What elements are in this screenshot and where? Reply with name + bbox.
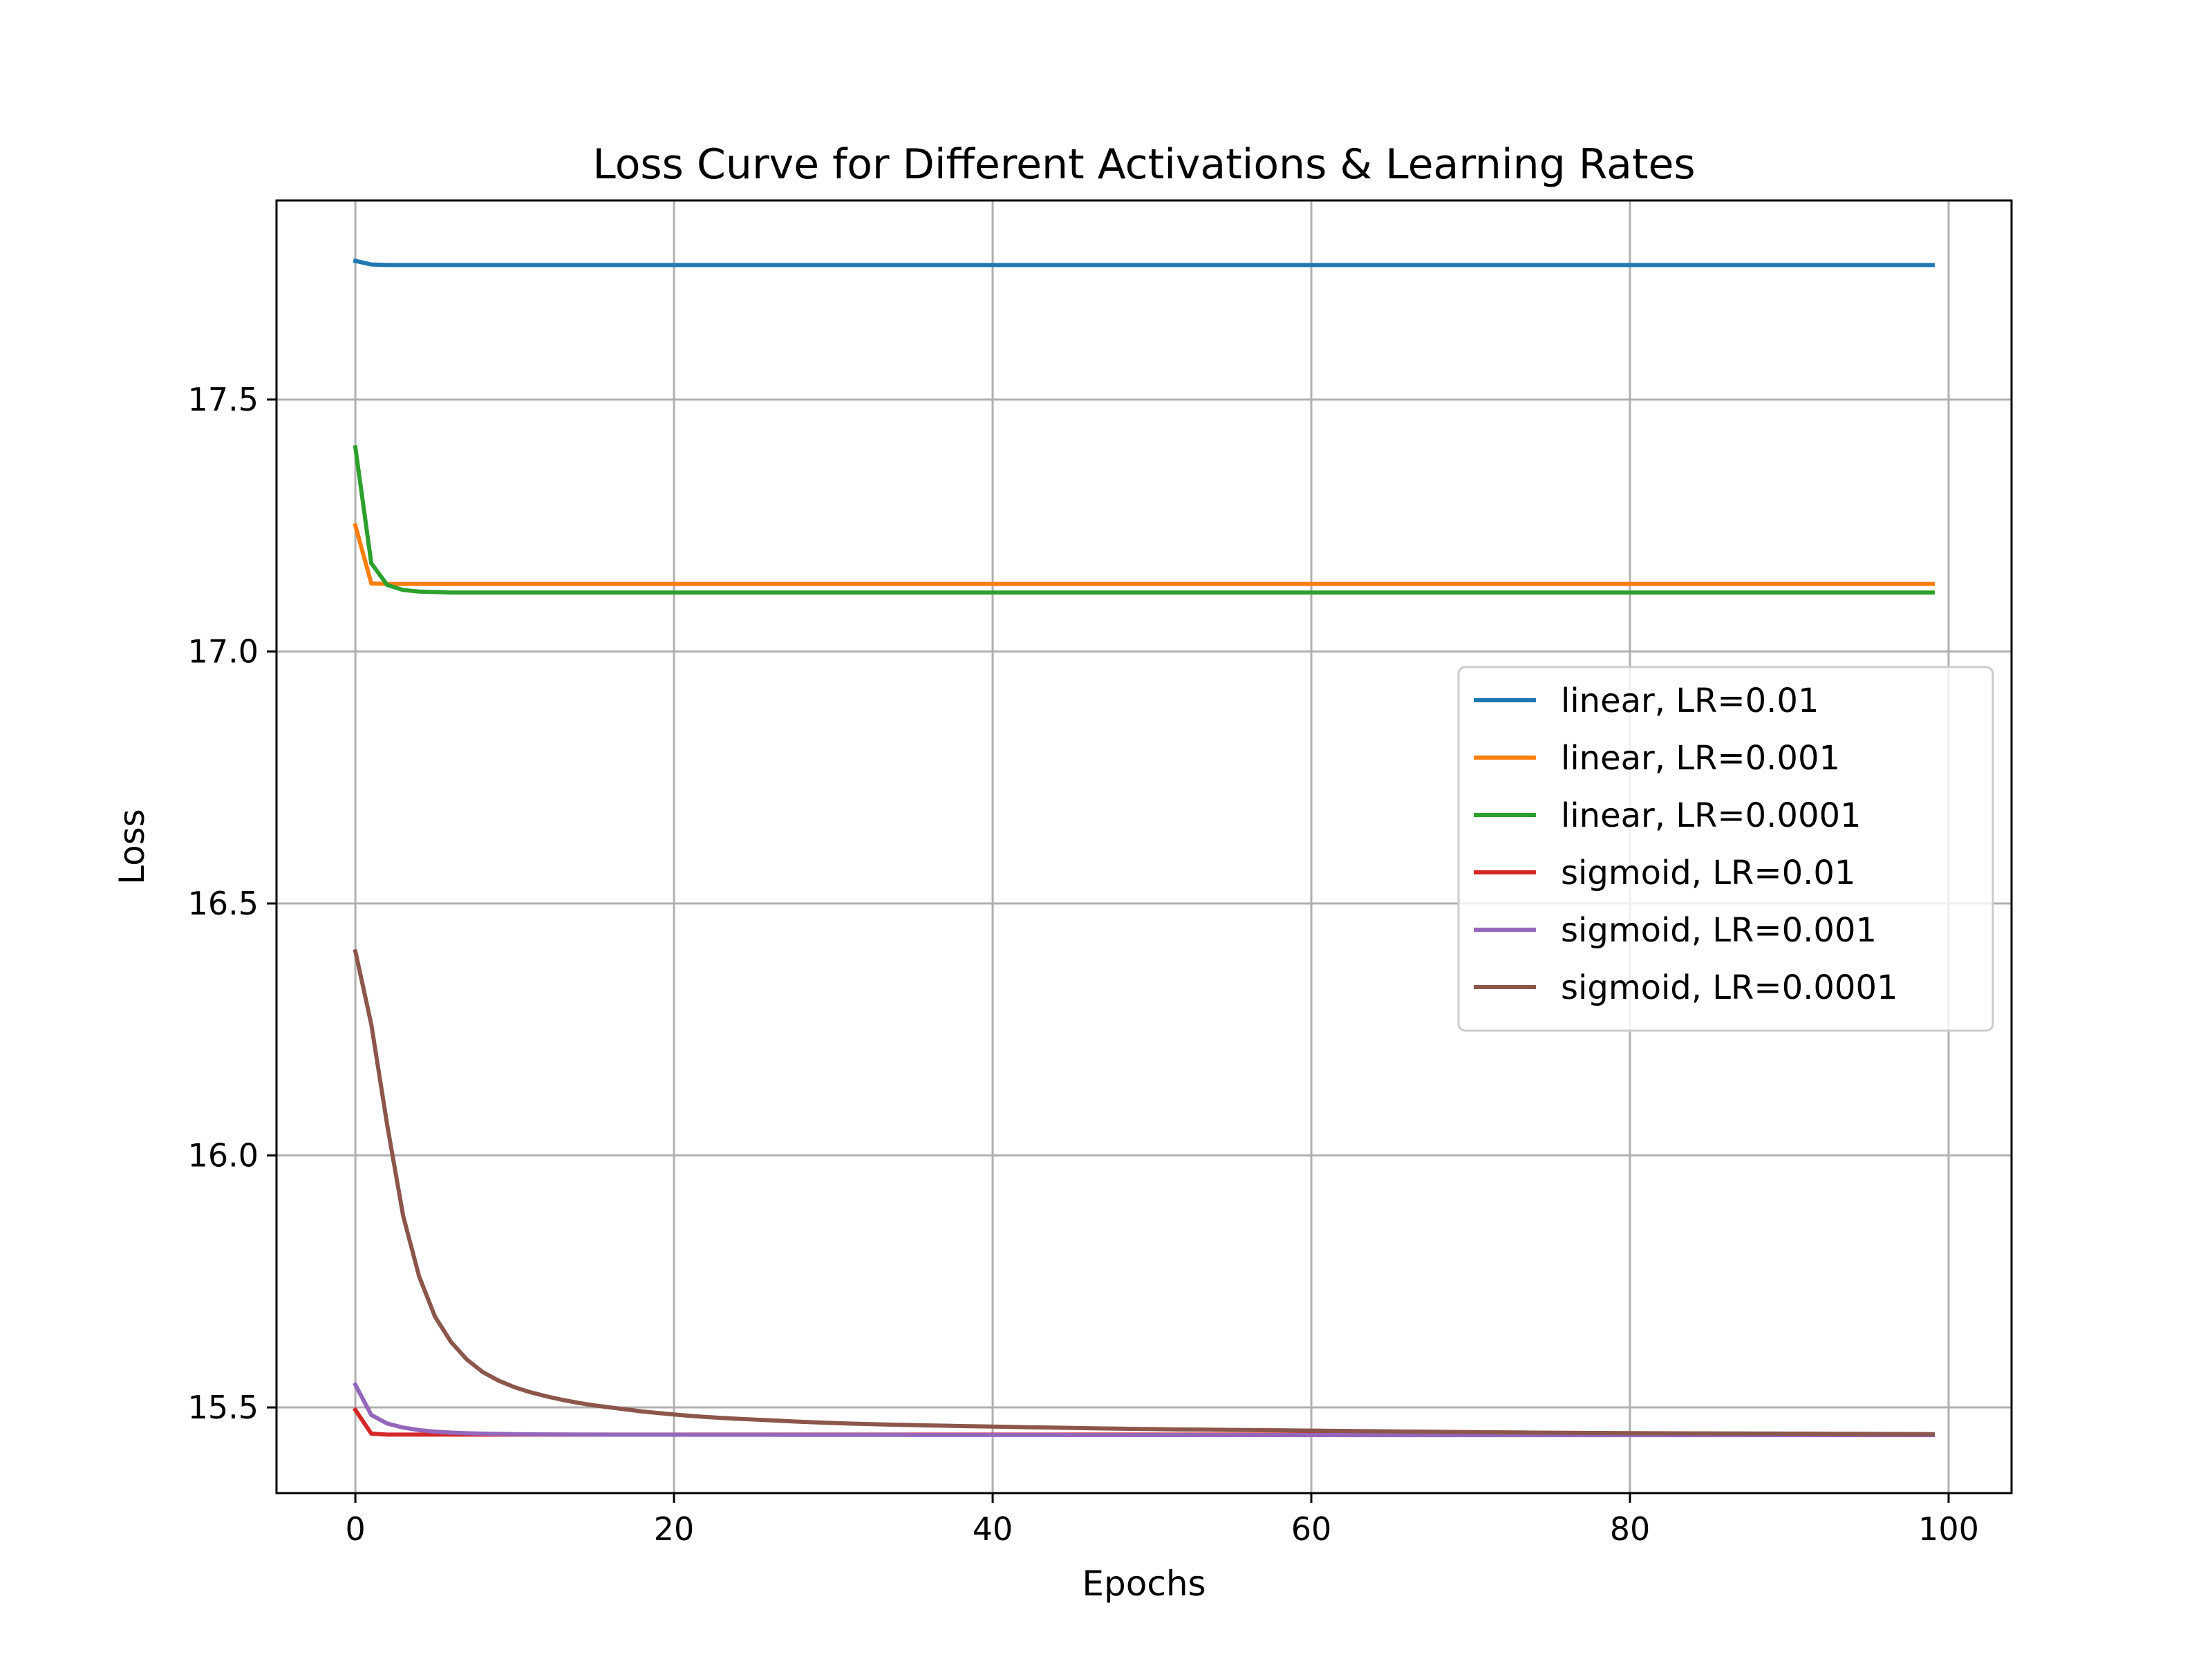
- y-tick-label: 15.5: [188, 1389, 259, 1426]
- y-tick-label: 16.0: [188, 1137, 259, 1174]
- series-line-2: [353, 523, 1935, 586]
- series-line-6: [353, 948, 1935, 1436]
- x-tick-label: 40: [973, 1510, 1013, 1548]
- x-tick-label: 100: [1918, 1510, 1979, 1548]
- x-tick-label: 20: [654, 1510, 695, 1548]
- y-tick-label: 17.0: [188, 632, 259, 670]
- x-tick-label: 0: [345, 1510, 365, 1548]
- data-series: [352, 258, 1935, 1438]
- chart-title: Loss Curve for Different Activations & L…: [592, 140, 1695, 189]
- y-axis-label: Loss: [112, 809, 152, 885]
- legend-label: linear, LR=0.0001: [1561, 796, 1862, 835]
- y-tick-label: 17.5: [188, 381, 259, 418]
- x-tick-label: 60: [1291, 1510, 1332, 1548]
- x-tick-label: 80: [1610, 1510, 1651, 1548]
- legend-label: sigmoid, LR=0.001: [1561, 911, 1877, 950]
- axis-ticks: 0 20 40 60 80 100 15.5 16.0 16.5 17.0 17.5: [188, 381, 1979, 1548]
- legend-label: sigmoid, LR=0.01: [1561, 854, 1855, 892]
- x-axis-label: Epochs: [1082, 1564, 1206, 1604]
- plot-frame: [275, 199, 2013, 1494]
- legend-label: sigmoid, LR=0.0001: [1561, 968, 1898, 1007]
- legend-box: [1457, 666, 1994, 1032]
- series-line-1: [353, 258, 1935, 268]
- legend-label: linear, LR=0.001: [1561, 739, 1840, 778]
- series-line-3: [353, 444, 1935, 595]
- grid-lines: [276, 200, 2012, 1493]
- legend: linear, LR=0.01 linear, LR=0.001 linear, L…: [1457, 666, 1994, 1032]
- legend-label: linear, LR=0.01: [1561, 682, 1819, 720]
- y-tick-label: 16.5: [188, 885, 259, 922]
